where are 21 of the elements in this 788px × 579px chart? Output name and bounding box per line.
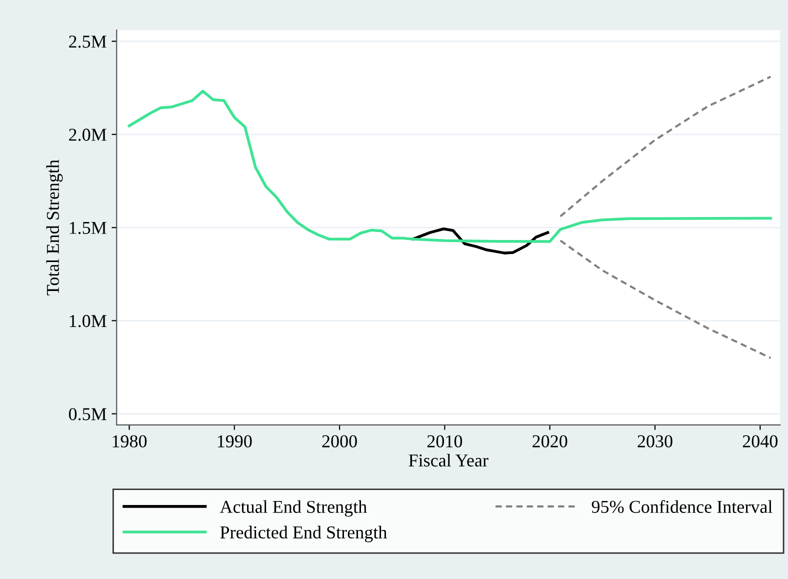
- x-tick-label: 2000: [322, 435, 357, 448]
- x-tick-label: 2020: [532, 435, 568, 448]
- y-tick-label: 2.0M: [69, 128, 106, 141]
- x-tick-label: 2030: [638, 435, 672, 448]
- x-tick-label: 1990: [218, 435, 252, 448]
- line-series: [559, 240, 772, 359]
- y-tick-label: 2.5M: [69, 36, 106, 48]
- legend-label: Actual End Strength: [220, 500, 367, 517]
- y-axis-title: Total End Strength: [46, 160, 63, 296]
- legend-label: Predicted End Strength: [220, 526, 387, 542]
- x-tick-label: 2040: [742, 435, 778, 448]
- line-series: [128, 90, 772, 243]
- x-tick-label: 2010: [427, 435, 462, 448]
- x-tick-label: 1980: [112, 435, 147, 448]
- y-tick-label: 0.5M: [68, 408, 106, 420]
- line-series: [412, 227, 550, 254]
- line-series: [559, 76, 772, 218]
- y-tick-label: 1.0M: [70, 314, 106, 328]
- x-axis-title: Fiscal Year: [408, 454, 488, 467]
- legend-label: 95% Confidence Interval: [592, 500, 772, 514]
- y-tick-label: 1.5M: [70, 222, 106, 234]
